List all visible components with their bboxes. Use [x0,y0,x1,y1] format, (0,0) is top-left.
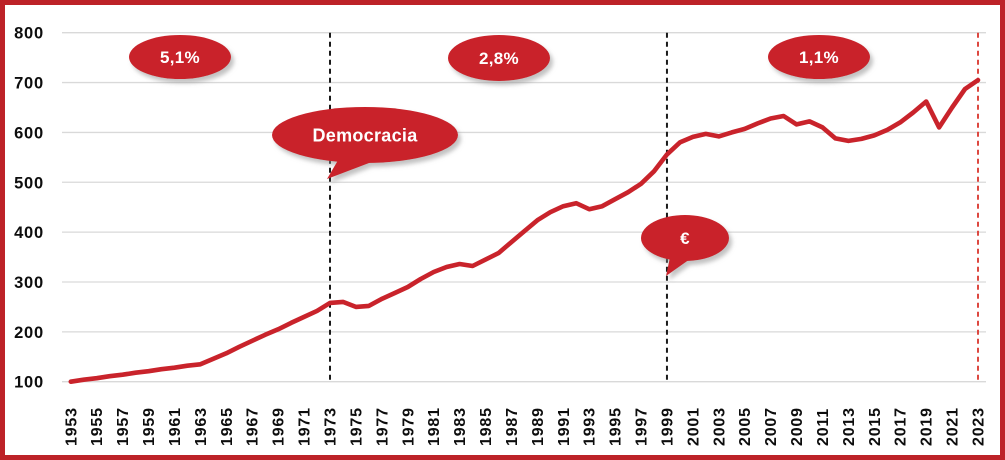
x-axis-tick-label: 1971 [297,407,314,446]
x-axis-tick-label: 1959 [141,407,158,446]
x-axis-tick-label: 1993 [582,407,599,446]
x-axis-tick-label: 2013 [841,407,858,446]
callout-democracia: Democracia [272,107,458,179]
x-axis-tick-label: 1983 [452,407,469,446]
callout-growth-2-8-ellipse [448,35,550,81]
y-axis-tick-label: 400 [14,224,44,242]
x-axis-tick-label: 2005 [737,407,754,446]
x-axis-tick-label: 2015 [867,407,884,446]
x-axis-tick-label: 1961 [167,407,184,446]
y-axis-tick-label: 300 [14,274,44,292]
x-axis-tick-label: 2019 [919,407,936,446]
x-axis-tick-label: 1979 [400,407,417,446]
x-axis-tick-label: 1981 [426,407,443,446]
callout-growth-1-1: 1,1% [768,35,870,79]
callout-euro-label: € [680,229,690,248]
x-axis-tick-label: 2007 [763,407,780,446]
callout-growth-2-8: 2,8% [448,35,550,81]
y-axis-tick-label: 500 [14,174,44,192]
callout-growth-1-1-label: 1,1% [799,48,839,67]
x-axis-tick-label: 2003 [711,407,728,446]
x-axis-tick-label: 2017 [893,407,910,446]
x-axis-tick-label: 1991 [556,407,573,446]
x-axis-tick-label: 2009 [789,407,806,446]
callout-growth-5-1-label: 5,1% [160,48,200,67]
y-axis-tick-label: 800 [14,25,44,43]
x-axis-tick-label: 2021 [945,407,962,446]
x-axis-tick-label: 1957 [115,407,132,446]
x-axis-tick-label: 1965 [219,407,236,446]
callout-growth-5-1: 5,1% [129,35,231,79]
callout-democracia-ellipse [272,107,458,163]
y-axis-tick-label: 700 [14,75,44,93]
x-axis-tick-label: 1955 [89,407,106,446]
x-axis-tick-label: 1999 [659,407,676,446]
callout-growth-5-1-ellipse [129,35,231,79]
x-axis-tick-label: 2001 [685,407,702,446]
callout-democracia-label: Democracia [312,125,418,145]
callout-euro: € [641,215,729,276]
y-axis-tick-label: 100 [14,374,44,392]
x-axis-tick-label: 1967 [245,407,262,446]
y-axis-tick-label: 200 [14,324,44,342]
x-axis-tick-label: 1977 [374,407,391,446]
x-axis-tick-label: 1953 [63,407,80,446]
x-axis-tick-label: 2011 [815,408,832,446]
x-axis-tick-label: 2023 [971,407,988,446]
x-axis-tick-label: 1975 [348,407,365,446]
x-axis-tick-label: 1997 [634,407,651,446]
callout-growth-1-1-ellipse [768,35,870,79]
callout-growth-2-8-label: 2,8% [479,49,519,68]
x-axis-tick-label: 1969 [271,407,288,446]
callout-euro-ellipse [641,215,729,261]
x-axis-tick-label: 1987 [504,407,521,446]
x-axis-tick-label: 1973 [323,407,340,446]
data-line-series [68,77,981,385]
x-axis-tick-label: 1963 [193,407,210,446]
x-axis-tick-label: 1989 [530,407,547,446]
x-axis-tick-label: 1995 [608,407,625,446]
y-axis-tick-label: 600 [14,124,44,142]
x-axis-tick-label: 1985 [478,407,495,446]
